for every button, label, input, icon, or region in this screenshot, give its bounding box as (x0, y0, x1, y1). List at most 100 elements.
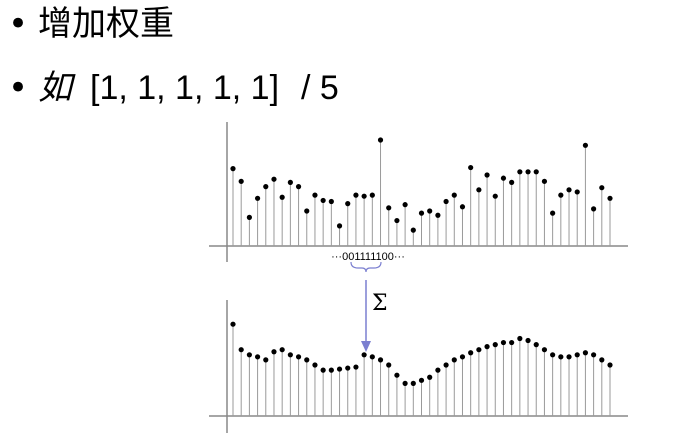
data-point (541, 178, 548, 184)
data-point (369, 192, 375, 198)
data-point (517, 169, 523, 175)
data-point (353, 364, 359, 370)
data-point (394, 372, 400, 378)
data-point (295, 184, 302, 190)
data-point (582, 142, 589, 148)
data-point (320, 367, 326, 373)
data-point (320, 197, 326, 204)
bullet-line-increase-weights: • 增加权重 (8, 4, 174, 44)
data-point (377, 357, 384, 363)
data-point (394, 217, 400, 224)
data-point (533, 342, 539, 348)
data-point (525, 169, 531, 175)
data-point (361, 352, 367, 358)
data-point (386, 205, 392, 211)
data-point (525, 337, 531, 344)
data-point (279, 347, 285, 353)
data-point (238, 178, 244, 184)
data-point (418, 210, 425, 216)
data-point (607, 362, 613, 368)
kernel-divisor: / 5 (301, 69, 339, 107)
data-point (279, 194, 285, 200)
data-point (574, 189, 580, 195)
data-point (271, 176, 277, 182)
data-point (476, 187, 482, 193)
data-point (312, 192, 318, 198)
data-point (345, 201, 351, 207)
data-point (410, 227, 416, 233)
data-point (336, 366, 343, 372)
data-point (246, 214, 252, 220)
data-point (459, 204, 466, 210)
data-point (263, 357, 269, 363)
data-point (451, 192, 457, 198)
data-point (230, 321, 236, 327)
data-point (427, 208, 433, 214)
data-point (459, 354, 466, 360)
data-point (410, 380, 416, 386)
sum-arrow-head (361, 341, 371, 352)
data-point (443, 198, 449, 205)
data-point (500, 339, 507, 346)
data-point (492, 193, 498, 199)
data-point (533, 169, 539, 175)
bullet-text: 增加权重 (38, 4, 174, 44)
data-point (263, 184, 269, 190)
data-point (230, 166, 236, 172)
data-point (402, 202, 408, 208)
data-point (599, 357, 605, 363)
data-point (517, 335, 523, 342)
data-point (304, 357, 310, 363)
kernel-label: ···001111100··· (331, 251, 405, 263)
data-point (484, 344, 490, 350)
data-point (468, 350, 474, 356)
data-point (361, 193, 367, 199)
data-point (336, 223, 343, 229)
data-point (509, 179, 515, 185)
data-point (550, 210, 556, 216)
data-point (287, 179, 293, 185)
data-point (451, 357, 457, 363)
data-point (386, 362, 392, 368)
data-point (574, 352, 580, 358)
data-point (427, 374, 433, 380)
data-point (599, 185, 605, 191)
data-point (402, 380, 408, 386)
smoothed-signal-plot (209, 300, 628, 433)
data-point (435, 212, 441, 218)
data-point (476, 347, 482, 353)
data-point (353, 192, 359, 198)
data-point (566, 187, 572, 193)
data-point (246, 352, 252, 358)
kernel-brace (350, 261, 382, 273)
data-point (443, 362, 449, 368)
data-point (254, 354, 261, 360)
bullet-line-example-kernel: • 如 [1, 1, 1, 1, 1] / 5 (8, 68, 339, 108)
data-point (582, 350, 589, 356)
data-point (558, 192, 564, 198)
data-point (591, 206, 597, 212)
original-signal-plot (209, 122, 628, 262)
data-point (435, 367, 441, 373)
data-point (418, 377, 425, 383)
data-point (550, 352, 556, 358)
data-point (377, 137, 384, 143)
bullet-marker: • (8, 4, 29, 44)
data-point (254, 195, 261, 201)
data-point (607, 195, 613, 201)
data-point (345, 365, 351, 371)
data-point (238, 347, 244, 353)
data-point (295, 354, 302, 360)
data-point (271, 349, 277, 355)
data-point (509, 339, 515, 346)
sum-symbol: Σ (372, 291, 388, 316)
data-point (541, 347, 548, 353)
kernel-vector: [1, 1, 1, 1, 1] (90, 69, 280, 107)
data-point (328, 198, 334, 205)
data-point (328, 367, 334, 373)
data-point (492, 342, 498, 348)
data-point (500, 175, 507, 181)
example-word: 如 (38, 68, 72, 108)
data-point (591, 352, 597, 358)
